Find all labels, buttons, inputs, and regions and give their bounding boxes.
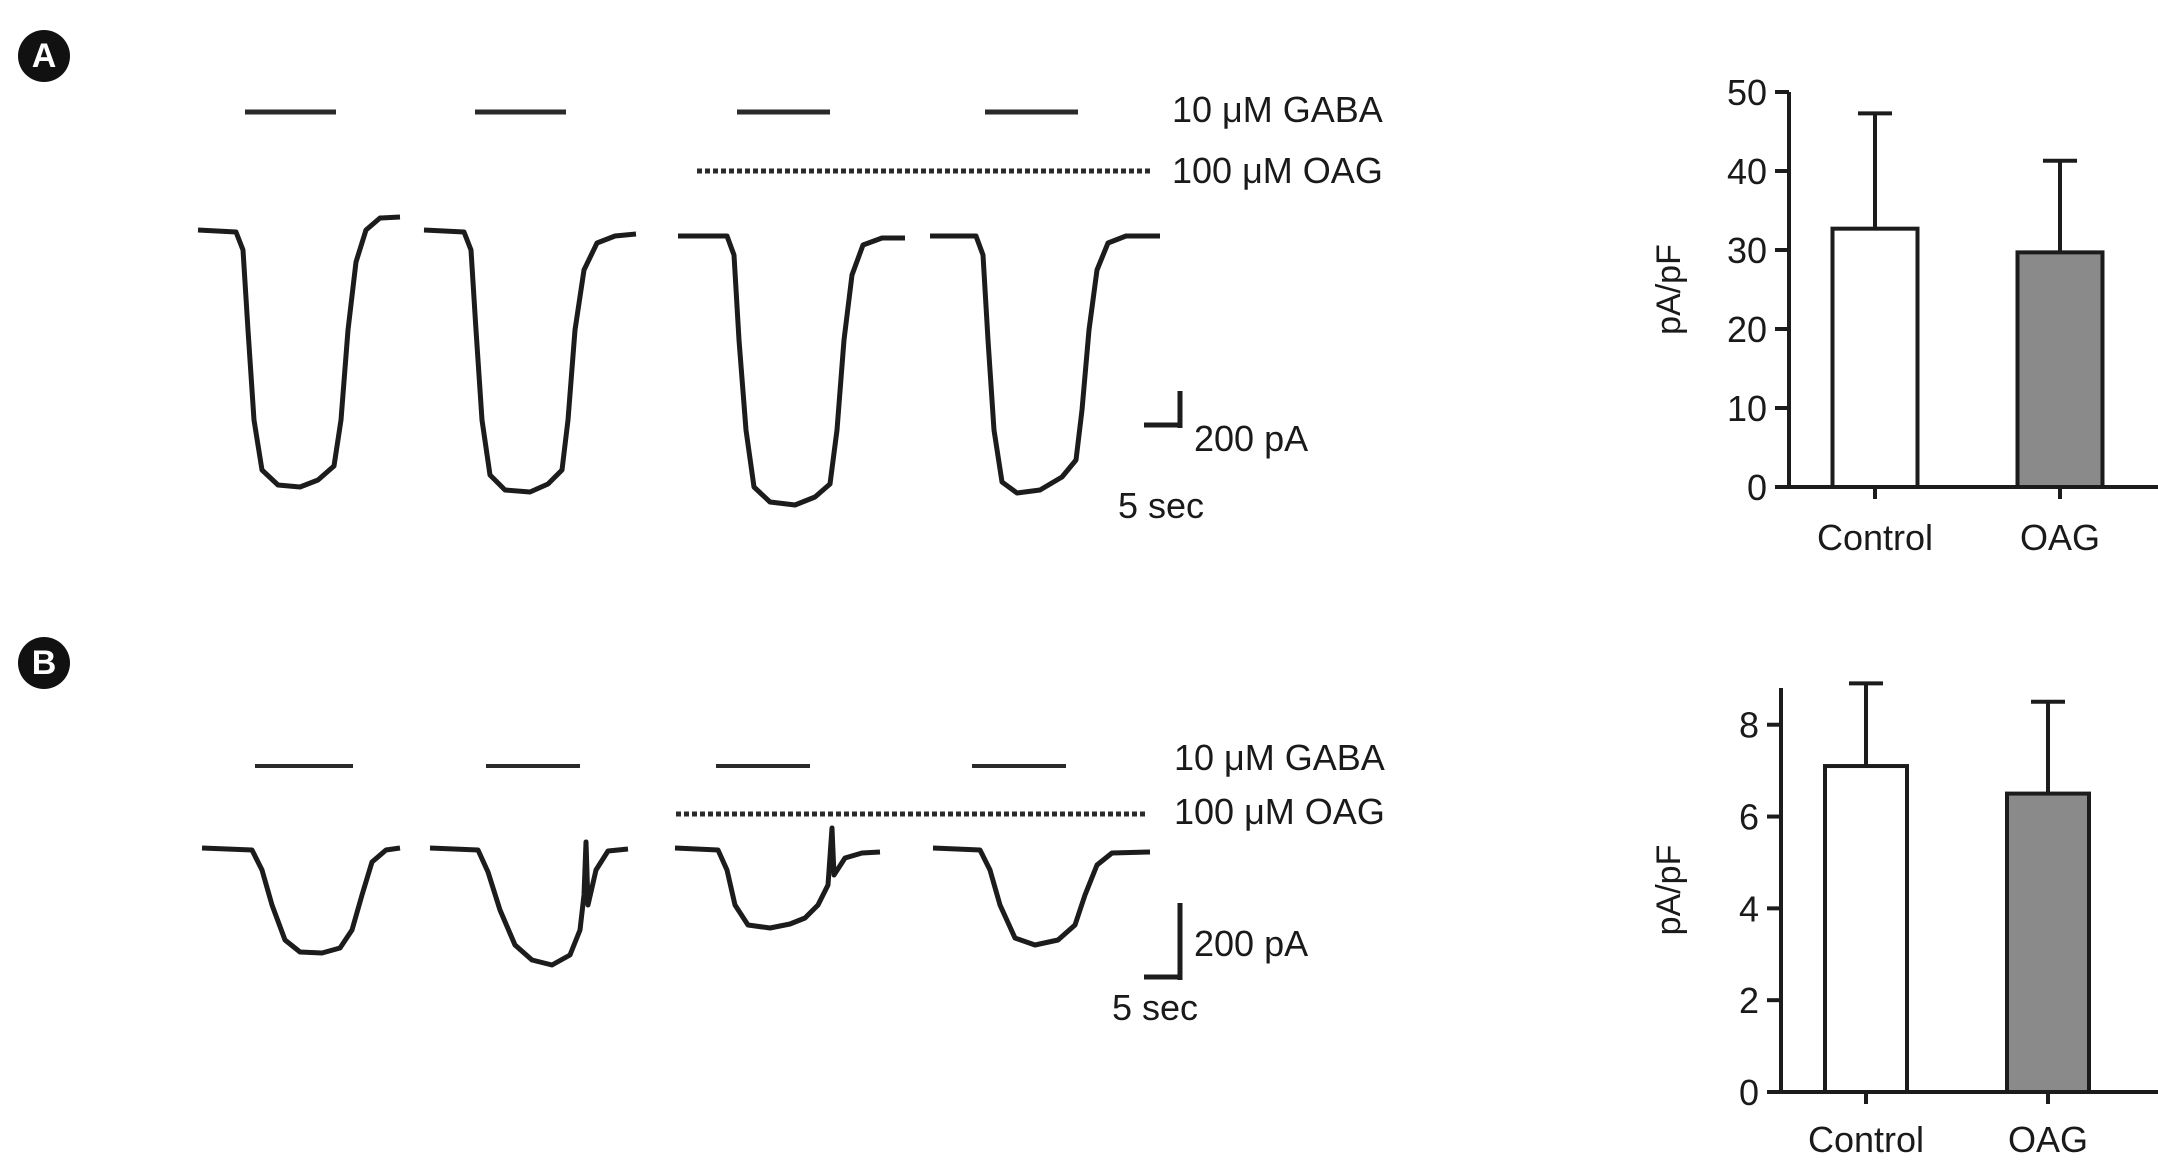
panel-b-traces: 10 μM GABA 100 μM OAG 200 pA 5 sec xyxy=(201,737,1385,1028)
y-tick-label: 6 xyxy=(1739,797,1759,838)
bar-chart-a: 0 10 20 30 40 50 pA/pF Control OAG xyxy=(1650,72,2158,558)
y-tick-label: 20 xyxy=(1727,309,1767,350)
panel-a-gaba-label: 10 μM GABA xyxy=(1172,89,1383,130)
panel-a-scale-current: 200 pA xyxy=(1194,418,1308,459)
current-trace xyxy=(201,845,401,956)
y-tick-label: 0 xyxy=(1747,467,1767,508)
bar xyxy=(2015,250,2105,489)
y-tick-label: 40 xyxy=(1727,151,1767,192)
y-tick-label: 8 xyxy=(1739,705,1759,746)
current-trace xyxy=(423,227,637,495)
panel-a-oag-label: 100 μM OAG xyxy=(1172,150,1383,191)
bar xyxy=(1830,226,1920,489)
panel-b-scale-bar xyxy=(1144,903,1183,980)
x-tick-label: Control xyxy=(1808,1119,1924,1160)
panel-a-scale-time: 5 sec xyxy=(1118,485,1204,526)
panel-b-scale-time: 5 sec xyxy=(1112,987,1198,1028)
panel-b-gaba-label: 10 μM GABA xyxy=(1174,737,1385,778)
bar xyxy=(2005,791,2091,1094)
panel-a-traces: 10 μM GABA 100 μM OAG 200 pA 5 sec xyxy=(197,89,1383,526)
y-tick-label: 0 xyxy=(1739,1072,1759,1113)
current-trace xyxy=(932,845,1151,948)
panel-label-a: A xyxy=(18,30,70,82)
x-tick-label: Control xyxy=(1817,517,1933,558)
current-trace xyxy=(930,233,1160,496)
y-axis-label: pA/pF xyxy=(1650,845,1688,936)
current-trace xyxy=(674,825,881,931)
y-tick-label: 30 xyxy=(1727,230,1767,271)
current-trace xyxy=(429,839,629,968)
y-tick-label: 4 xyxy=(1739,888,1759,929)
x-tick-label: OAG xyxy=(2008,1119,2088,1160)
bar xyxy=(1823,764,1909,1095)
y-tick-label: 50 xyxy=(1727,72,1767,113)
y-axis-label: pA/pF xyxy=(1650,244,1688,335)
panel-a-scale-bar xyxy=(1144,391,1183,428)
panel-b-scale-current: 200 pA xyxy=(1194,923,1308,964)
panel-label-b: B xyxy=(18,637,70,689)
panel-b-oag-label: 100 μM OAG xyxy=(1174,791,1385,832)
bar-chart-b: 0 2 4 6 8 pA/pF Control OAG xyxy=(1650,681,2158,1160)
y-tick-label: 10 xyxy=(1727,388,1767,429)
y-tick-label: 2 xyxy=(1739,980,1759,1021)
current-trace xyxy=(197,214,401,490)
current-trace xyxy=(678,233,905,508)
x-tick-label: OAG xyxy=(2020,517,2100,558)
